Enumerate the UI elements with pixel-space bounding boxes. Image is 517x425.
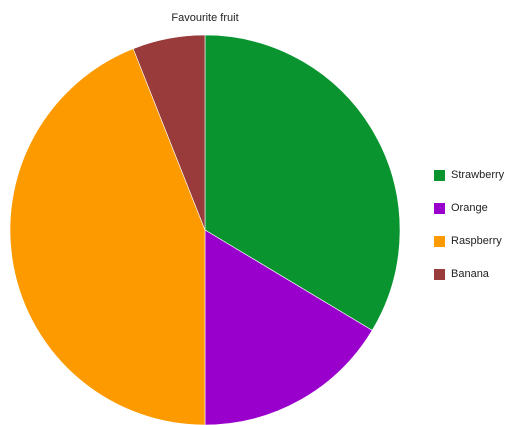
legend-label-orange: Orange [451,202,488,214]
legend-swatch-raspberry [434,236,445,247]
chart-title: Favourite fruit [171,12,239,24]
legend-label-banana: Banana [451,268,489,280]
pie-slice-raspberry [9,48,206,425]
legend-item-raspberry: Raspberry [434,236,504,247]
legend-swatch-strawberry [434,170,445,181]
pie-slice-banana [132,34,206,231]
legend-swatch-banana [434,269,445,280]
legend: Strawberry Orange Raspberry Banana [434,170,504,302]
legend-label-raspberry: Raspberry [451,235,502,247]
legend-swatch-orange [434,203,445,214]
pie-slice-orange [204,229,373,425]
legend-item-strawberry: Strawberry [434,170,504,181]
pie-slice-strawberry [204,34,401,331]
legend-item-banana: Banana [434,269,504,280]
legend-item-orange: Orange [434,203,504,214]
legend-label-strawberry: Strawberry [451,169,505,181]
pie-chart [9,34,401,425]
